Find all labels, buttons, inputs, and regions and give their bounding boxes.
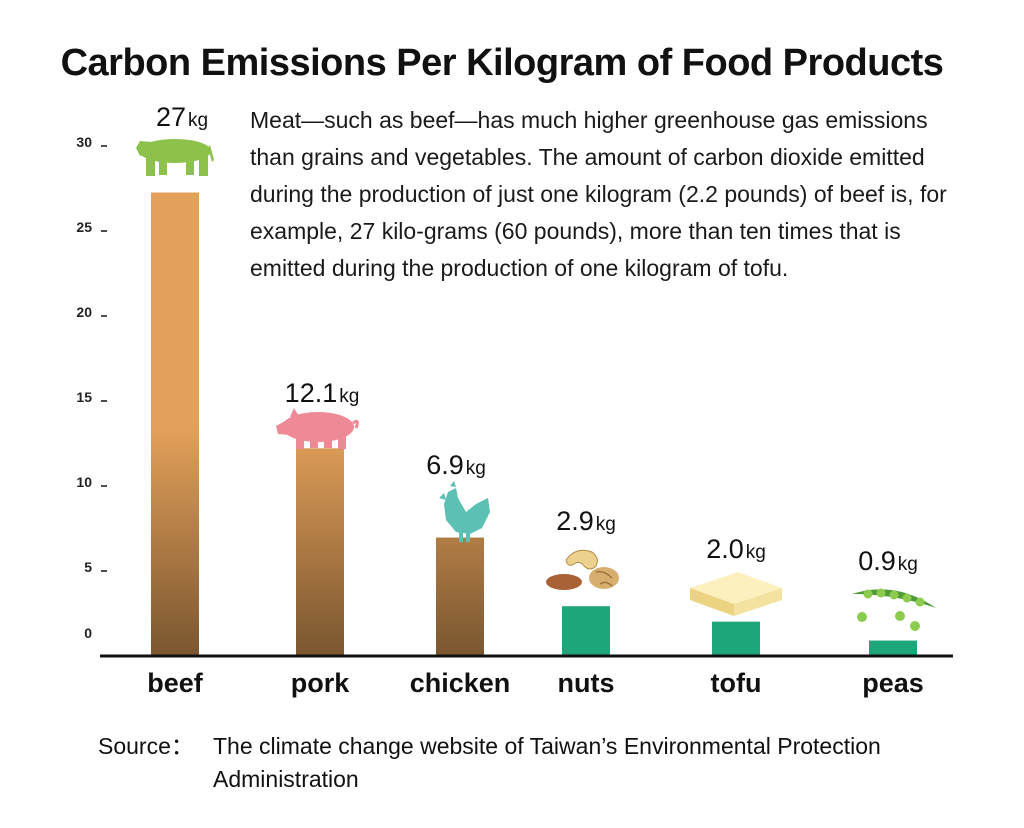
bar-nuts	[562, 606, 610, 656]
data-label-value: 2.9	[556, 506, 594, 536]
bar-chicken	[436, 537, 484, 656]
x-tick-label: tofu	[711, 668, 762, 698]
data-label-unit: kg	[746, 542, 766, 563]
bar-pork	[296, 448, 344, 656]
x-tick-label: peas	[862, 668, 924, 698]
data-label-unit: kg	[596, 514, 616, 535]
data-label-value: 0.9	[858, 546, 896, 576]
data-label-value: 27	[156, 102, 186, 132]
bar-peas	[869, 640, 917, 656]
y-tick-label: 10	[76, 474, 92, 490]
data-label-unit: kg	[466, 458, 486, 479]
y-tick-label: 20	[76, 304, 92, 320]
peas-icon	[852, 588, 936, 631]
bars	[151, 192, 917, 656]
y-axis: 0 5 10 15 20 25 30	[76, 134, 107, 641]
data-label: 27 kg	[156, 102, 208, 132]
data-label-unit: kg	[188, 110, 208, 131]
icons	[136, 139, 936, 631]
x-tick-label: nuts	[558, 668, 615, 698]
data-label: 2.9 kg	[556, 506, 616, 536]
data-label: 12.1 kg	[285, 378, 360, 408]
chart-annotation: Meat—such as beef—has much higher greenh…	[250, 107, 947, 281]
data-label-value: 6.9	[426, 450, 464, 480]
pig-icon	[276, 408, 359, 449]
data-label: 0.9 kg	[858, 546, 918, 576]
y-tick-label: 15	[76, 389, 92, 405]
x-tick-label: beef	[147, 668, 204, 698]
source-note: Source： The climate change website of Tai…	[98, 730, 913, 796]
bar-beef	[151, 192, 199, 656]
x-tick-label: pork	[291, 668, 350, 698]
y-tick-label: 0	[84, 625, 92, 641]
data-label-unit: kg	[898, 554, 918, 575]
data-label: 2.0 kg	[706, 534, 766, 564]
nuts-icon	[546, 549, 619, 590]
y-tick-label: 5	[84, 559, 92, 575]
cow-icon	[136, 139, 214, 176]
data-label: 6.9 kg	[426, 450, 486, 480]
tofu-icon	[690, 572, 782, 616]
x-tick-label: chicken	[410, 668, 511, 698]
chicken-icon	[439, 481, 490, 542]
chart-title: Carbon Emissions Per Kilogram of Food Pr…	[60, 42, 944, 84]
source-label: Source：	[98, 733, 194, 759]
data-label-unit: kg	[339, 386, 359, 407]
data-label-value: 12.1	[285, 378, 338, 408]
y-tick-label: 25	[76, 219, 92, 235]
y-tick-label: 30	[76, 134, 92, 150]
bar-tofu	[712, 621, 760, 656]
source-text: The climate change website of Taiwan’s E…	[213, 733, 881, 792]
data-label-value: 2.0	[706, 534, 744, 564]
